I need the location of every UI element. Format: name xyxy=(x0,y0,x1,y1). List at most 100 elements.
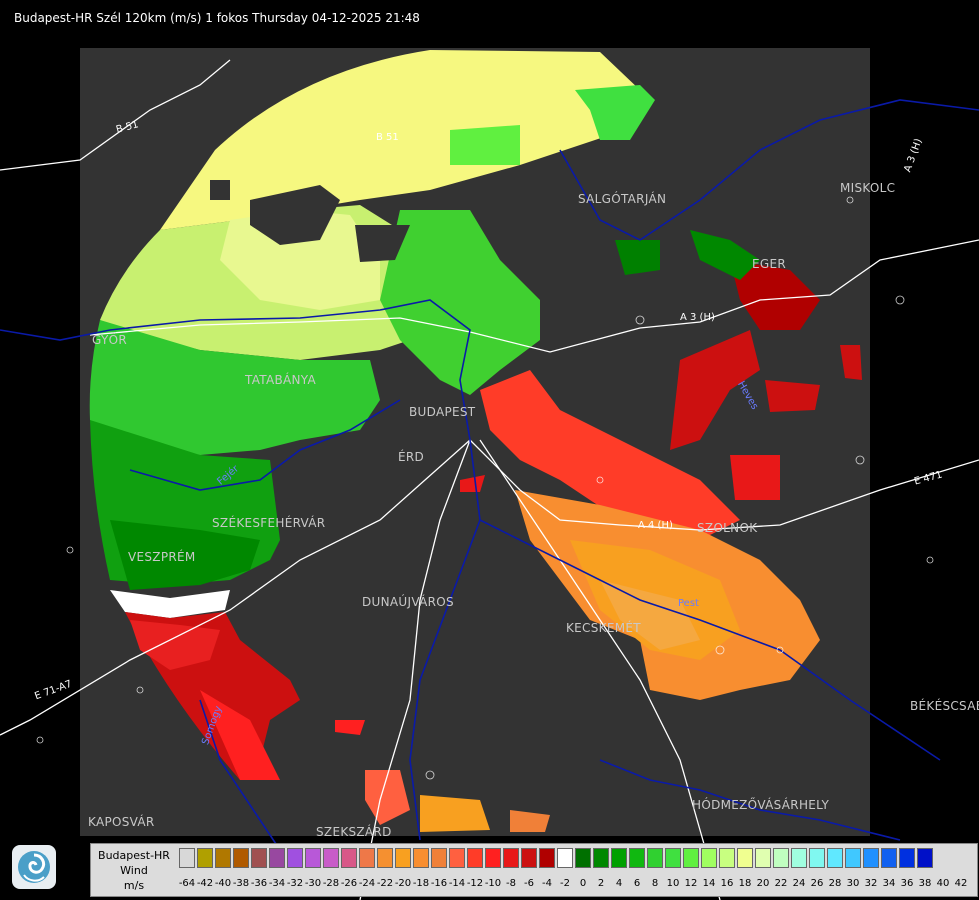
legend-swatch xyxy=(197,848,213,868)
legend-tick-label: -10 xyxy=(484,878,502,889)
legend-swatch xyxy=(521,848,537,868)
legend-tick-label: -22 xyxy=(376,878,394,889)
no-data-gaps xyxy=(210,180,410,262)
legend-tick-label: -6 xyxy=(524,878,534,889)
city-label-miskolc: MISKOLC xyxy=(840,181,896,195)
legend-tick-label: 36 xyxy=(900,878,914,889)
legend-swatch xyxy=(827,848,843,868)
legend-swatch xyxy=(701,848,717,868)
legend-tick-label: -8 xyxy=(506,878,516,889)
legend-tick-label: -30 xyxy=(304,878,322,889)
legend-swatch xyxy=(719,848,735,868)
road-label-a3: A 3 (H) xyxy=(680,312,715,323)
borders-and-rivers xyxy=(0,99,979,881)
legend-tick-label: -28 xyxy=(322,878,340,889)
city-label-eger: EGER xyxy=(752,257,787,271)
legend-tick-label: 10 xyxy=(666,878,680,889)
legend-swatch xyxy=(215,848,231,868)
legend-tick-label: 0 xyxy=(579,878,587,889)
legend-tick-label: 14 xyxy=(702,878,716,889)
legend-tick-label: -64 xyxy=(178,878,196,889)
legend-tick-label: -20 xyxy=(394,878,412,889)
legend-tick-label: 24 xyxy=(792,878,806,889)
legend-swatch xyxy=(917,848,933,868)
city-label-szekesfehervar: SZÉKESFEHÉRVÁR xyxy=(212,516,326,530)
legend-swatch xyxy=(665,848,681,868)
legend-swatch xyxy=(845,848,861,868)
city-label-gyor: GYŐR xyxy=(92,333,128,347)
legend-swatch xyxy=(899,848,915,868)
legend-tick-label: -2 xyxy=(560,878,570,889)
met-service-logo xyxy=(12,845,56,889)
swirl-logo-icon xyxy=(18,851,50,883)
road-label-b51-north: B 51 xyxy=(376,132,399,143)
legend-swatch xyxy=(737,848,753,868)
legend-tick-label: 22 xyxy=(774,878,788,889)
legend-tick-label: -32 xyxy=(286,878,304,889)
city-label-szolnok: SZOLNOK xyxy=(697,521,758,535)
legend-swatch xyxy=(395,848,411,868)
city-label-erd: ÉRD xyxy=(398,450,425,464)
city-label-tatabanya: TATABÁNYA xyxy=(245,373,317,387)
legend-swatch xyxy=(467,848,483,868)
legend-tick-label: 28 xyxy=(828,878,842,889)
legend-swatch xyxy=(233,848,249,868)
legend-swatch xyxy=(377,848,393,868)
legend-tick-label: -40 xyxy=(214,878,232,889)
legend-tick-label: -38 xyxy=(232,878,250,889)
legend-tick-label: 16 xyxy=(720,878,734,889)
legend-swatch xyxy=(269,848,285,868)
legend-tick-label: 42 xyxy=(954,878,968,889)
legend-tick-label: 4 xyxy=(615,878,623,889)
legend-swatch xyxy=(755,848,771,868)
legend-tick-label: 30 xyxy=(846,878,860,889)
legend-tick-label: -12 xyxy=(466,878,484,889)
legend-tick-label: 8 xyxy=(651,878,659,889)
legend-radar-name: Budapest-HR xyxy=(98,849,170,862)
legend-tick-label: 26 xyxy=(810,878,824,889)
legend-tick-label: 12 xyxy=(684,878,698,889)
legend-swatch xyxy=(809,848,825,868)
legend-swatch xyxy=(881,848,897,868)
legend-swatch xyxy=(341,848,357,868)
road-label-a4: A 4 (H) xyxy=(638,520,673,531)
legend-tick-label: 6 xyxy=(633,878,641,889)
city-label-dunaujvaros: DUNAÚJVÁROS xyxy=(362,595,454,609)
legend-tick-label: 34 xyxy=(882,878,896,889)
legend-title: Budapest-HR Wind m/s xyxy=(91,848,177,893)
legend-swatch xyxy=(683,848,699,868)
wind-legend: Budapest-HR Wind m/s -64 -42 -40 -38 -36 -34-… xyxy=(90,843,978,897)
legend-tick-label: 20 xyxy=(756,878,770,889)
legend-tick-label: -42 xyxy=(196,878,214,889)
legend-swatch xyxy=(431,848,447,868)
legend-tick-label: -4 xyxy=(542,878,552,889)
city-label-hodmezovasarhely: HÓDMEZŐVÁSÁRHELY xyxy=(692,798,830,812)
legend-tick-label: 38 xyxy=(918,878,932,889)
legend-tick-label: -34 xyxy=(268,878,286,889)
legend-tick-label: -24 xyxy=(358,878,376,889)
legend-quantity: Wind xyxy=(120,864,148,877)
legend-swatch xyxy=(773,848,789,868)
city-label-budapest: BUDAPEST xyxy=(409,405,476,419)
legend-tick-label: 18 xyxy=(738,878,752,889)
legend-tick-label: 2 xyxy=(597,878,605,889)
legend-swatch xyxy=(593,848,609,868)
city-label-kecskemet: KECSKEMÉT xyxy=(566,621,641,635)
city-label-salgotarjan: SALGÓTARJÁN xyxy=(578,192,667,206)
legend-swatch xyxy=(305,848,321,868)
legend-tick-label: -16 xyxy=(430,878,448,889)
legend-swatch xyxy=(647,848,663,868)
legend-swatch xyxy=(359,848,375,868)
region-label-pest: Pest xyxy=(678,598,699,609)
radar-title: Budapest-HR Szél 120km (m/s) 1 fokos Thu… xyxy=(14,11,420,25)
legend-tick-label: -14 xyxy=(448,878,466,889)
legend-swatch xyxy=(791,848,807,868)
legend-swatch xyxy=(323,848,339,868)
legend-swatch xyxy=(575,848,591,868)
legend-tick-label: 32 xyxy=(864,878,878,889)
legend-swatch xyxy=(251,848,267,868)
legend-tick-label: -36 xyxy=(250,878,268,889)
city-label-bekescsaba: BÉKÉSCSABA xyxy=(910,699,979,713)
